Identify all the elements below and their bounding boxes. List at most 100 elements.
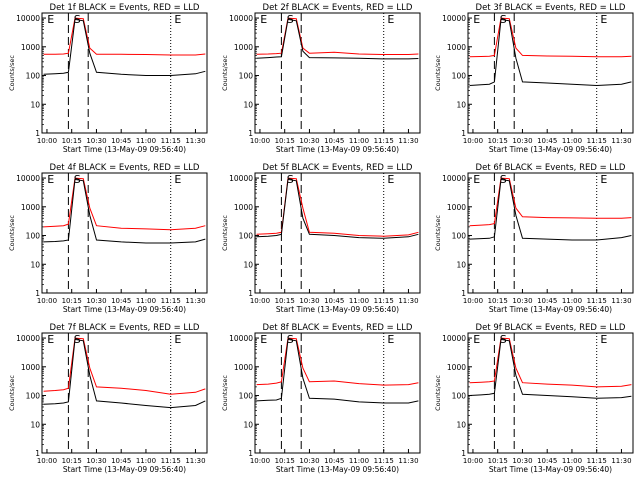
y-tick-label: 100 <box>452 232 467 241</box>
lld-series-line <box>43 337 206 395</box>
panel-title: Det 6f BLACK = Events, RED = LLD <box>476 163 626 173</box>
x-tick-label: 10:30 <box>86 297 106 305</box>
marker-label: E <box>174 333 181 346</box>
y-tick-label: 100 <box>239 232 254 241</box>
plot-frame <box>254 172 421 294</box>
x-tick-label: 11:15 <box>587 457 607 465</box>
marker-label: E <box>260 173 267 186</box>
x-tick-label: 10:15 <box>62 297 82 305</box>
plot-frame <box>41 12 208 134</box>
panel-title: Det 5f BLACK = Events, RED = LLD <box>263 163 413 173</box>
marker-label: E <box>260 333 267 346</box>
marker-label: E <box>47 173 54 186</box>
x-tick-label: 10:45 <box>324 297 344 305</box>
x-tick-label: 10:45 <box>324 457 344 465</box>
panel-title: Det 3f BLACK = Events, RED = LLD <box>476 3 626 13</box>
x-tick-label: 10:30 <box>86 457 106 465</box>
events-series-line <box>469 338 632 399</box>
events-series-line <box>469 18 632 87</box>
x-tick-label: 10:30 <box>299 137 319 145</box>
panel-4: Det 4f BLACK = Events, RED = LLD 1 10 100 10… <box>8 163 208 314</box>
x-tick-label: 11:15 <box>587 137 607 145</box>
x-tick-label: 10:00 <box>463 297 483 305</box>
plot-frame <box>467 332 634 454</box>
x-tick-label: 10:00 <box>37 137 57 145</box>
y-tick-label: 10000 <box>229 14 253 23</box>
panel-5: Det 5f BLACK = Events, RED = LLD 1 10 100 10… <box>221 163 421 314</box>
y-axis-label: Counts/sec <box>8 375 16 411</box>
x-tick-label: 10:45 <box>324 137 344 145</box>
x-tick-label: 11:30 <box>185 137 205 145</box>
panel-title: Det 7f BLACK = Events, RED = LLD <box>50 323 200 333</box>
plot-frame <box>41 332 208 454</box>
plot-frame <box>41 172 208 294</box>
marker-label: S <box>74 333 81 346</box>
x-tick-label: 10:15 <box>62 457 82 465</box>
x-tick-label: 10:00 <box>37 457 57 465</box>
marker-label: S <box>74 173 81 186</box>
plot-frame <box>254 332 421 454</box>
y-tick-label: 10000 <box>229 174 253 183</box>
events-series-line <box>469 178 632 241</box>
x-tick-label: 11:15 <box>161 457 181 465</box>
y-tick-label: 1 <box>35 449 40 458</box>
x-tick-label: 11:30 <box>611 137 631 145</box>
x-axis-label: Start Time (13-May-09 09:56:40) <box>276 465 399 474</box>
x-tick-label: 10:30 <box>512 457 532 465</box>
lld-series-line <box>256 17 419 55</box>
events-series-line <box>256 178 419 239</box>
y-tick-label: 1 <box>35 129 40 138</box>
panel-title: Det 8f BLACK = Events, RED = LLD <box>263 323 413 333</box>
marker-label: E <box>260 13 267 26</box>
x-tick-label: 11:15 <box>374 137 394 145</box>
x-tick-label: 10:45 <box>111 457 131 465</box>
x-tick-label: 10:15 <box>275 137 295 145</box>
marker-label: S <box>500 333 507 346</box>
events-series-line <box>256 338 419 404</box>
y-tick-label: 100 <box>239 392 254 401</box>
marker-label: E <box>47 13 54 26</box>
lld-series-line <box>469 177 632 227</box>
x-tick-label: 11:00 <box>349 457 369 465</box>
x-tick-label: 11:15 <box>161 137 181 145</box>
y-tick-label: 1 <box>461 449 466 458</box>
panel-1: Det 1f BLACK = Events, RED = LLD 1 10 100 10… <box>8 3 208 154</box>
x-tick-label: 10:30 <box>299 457 319 465</box>
marker-label: S <box>287 173 294 186</box>
y-tick-label: 100 <box>26 392 41 401</box>
x-tick-label: 10:45 <box>537 137 557 145</box>
marker-label: E <box>473 333 480 346</box>
lld-series-line <box>469 337 632 388</box>
x-tick-label: 11:15 <box>374 297 394 305</box>
events-series-line <box>43 338 206 409</box>
y-tick-label: 1000 <box>21 363 40 372</box>
y-tick-label: 10000 <box>442 334 466 343</box>
lld-series-line <box>43 177 206 231</box>
x-tick-label: 10:15 <box>488 297 508 305</box>
y-tick-label: 10 <box>243 100 253 109</box>
y-tick-label: 100 <box>239 72 254 81</box>
y-tick-label: 10000 <box>16 174 40 183</box>
x-tick-label: 11:00 <box>349 137 369 145</box>
y-tick-label: 10000 <box>442 14 466 23</box>
x-tick-label: 11:30 <box>398 137 418 145</box>
panel-title: Det 2f BLACK = Events, RED = LLD <box>263 3 413 13</box>
y-axis-label: Counts/sec <box>434 215 442 251</box>
x-tick-label: 10:15 <box>488 457 508 465</box>
y-axis-label: Counts/sec <box>221 55 229 91</box>
marker-label: S <box>74 13 81 26</box>
y-tick-label: 1 <box>248 449 253 458</box>
y-tick-label: 10 <box>243 420 253 429</box>
panel-title: Det 9f BLACK = Events, RED = LLD <box>476 323 626 333</box>
y-tick-label: 1000 <box>447 43 466 52</box>
x-tick-label: 11:00 <box>136 137 156 145</box>
y-axis-label: Counts/sec <box>8 215 16 251</box>
x-tick-label: 10:30 <box>299 297 319 305</box>
lld-series-line <box>256 177 419 237</box>
x-tick-label: 11:15 <box>587 297 607 305</box>
panel-7: Det 7f BLACK = Events, RED = LLD 1 10 100 10… <box>8 323 208 474</box>
plot-frame <box>467 172 634 294</box>
x-axis-label: Start Time (13-May-09 09:56:40) <box>63 145 186 154</box>
y-axis-label: Counts/sec <box>434 375 442 411</box>
y-tick-label: 1000 <box>21 43 40 52</box>
